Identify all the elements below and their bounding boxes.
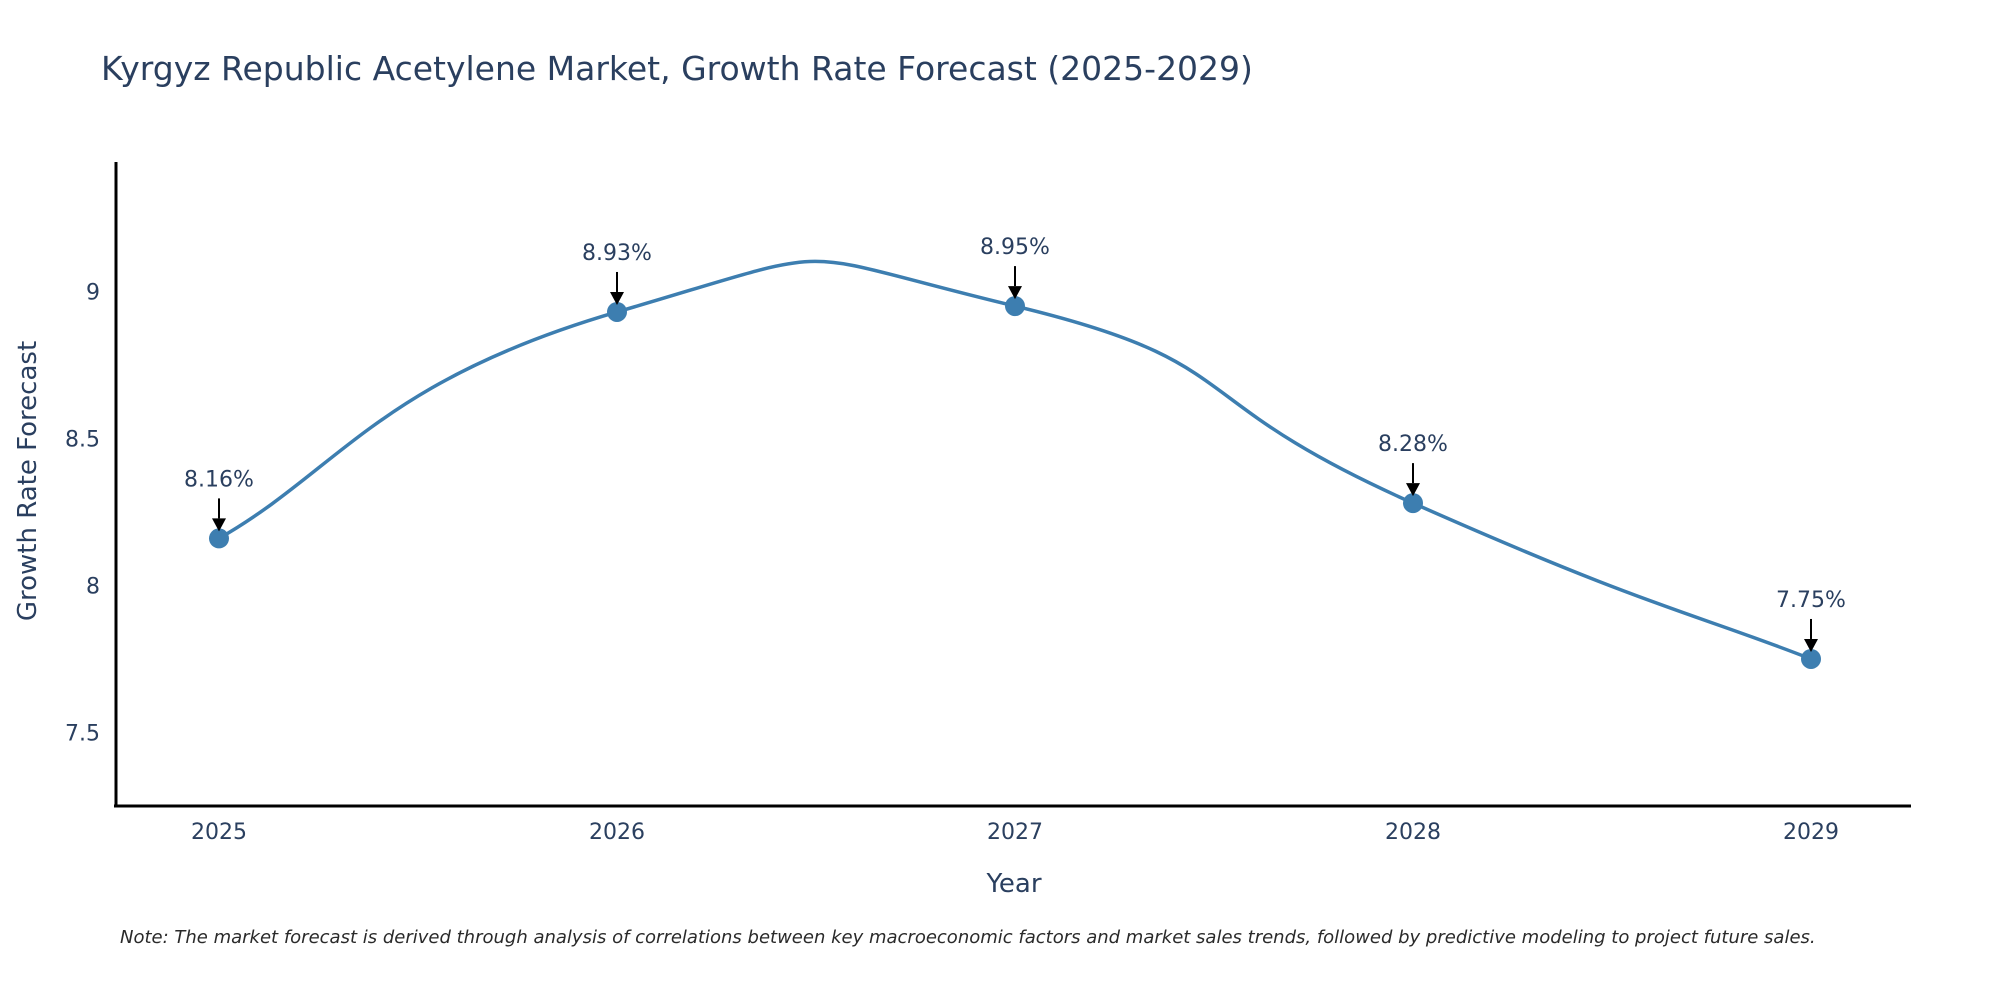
chart-title: Kyrgyz Republic Acetylene Market, Growth…	[101, 49, 1253, 88]
data-point	[1005, 296, 1025, 317]
annotation-arrow-head	[610, 291, 624, 305]
data-label: 7.75%	[1776, 588, 1846, 613]
annotation-arrow-head	[212, 518, 226, 532]
x-tick-label: 2026	[589, 820, 645, 845]
series-line	[218, 259, 1812, 661]
data-label: 8.93%	[582, 241, 652, 266]
data-point	[1403, 493, 1423, 514]
data-point	[607, 301, 627, 322]
x-tick-label: 2025	[191, 820, 247, 845]
data-label: 8.95%	[980, 235, 1050, 260]
annotation-arrow-head	[1804, 638, 1818, 652]
x-axis-ticks: 2025 2026 2027 2028 2029	[191, 820, 1839, 845]
annotation-arrow-head	[1008, 286, 1022, 300]
y-tick-label: 8	[86, 574, 100, 599]
x-axis-title: Year	[985, 869, 1041, 899]
footnote: Note: The market forecast is derived thr…	[120, 927, 1816, 948]
data-label: 8.16%	[184, 467, 254, 492]
x-tick-label: 2029	[1783, 820, 1839, 845]
data-point	[209, 528, 229, 549]
data-annotations: 8.16% 8.93% 8.95% 8.28% 7.75%	[184, 235, 1846, 652]
y-axis-ticks: 7.5 8 8.5 9	[65, 280, 100, 746]
data-point	[1801, 648, 1821, 669]
y-tick-label: 9	[86, 280, 100, 305]
y-tick-label: 8.5	[65, 427, 100, 452]
y-axis-title: Growth Rate Forecast	[13, 341, 43, 621]
x-tick-label: 2028	[1385, 820, 1441, 845]
data-label: 8.28%	[1378, 432, 1448, 457]
y-tick-label: 7.5	[65, 721, 100, 746]
annotation-arrow-head	[1406, 483, 1420, 497]
data-points	[209, 296, 1821, 669]
x-tick-label: 2027	[987, 820, 1043, 845]
